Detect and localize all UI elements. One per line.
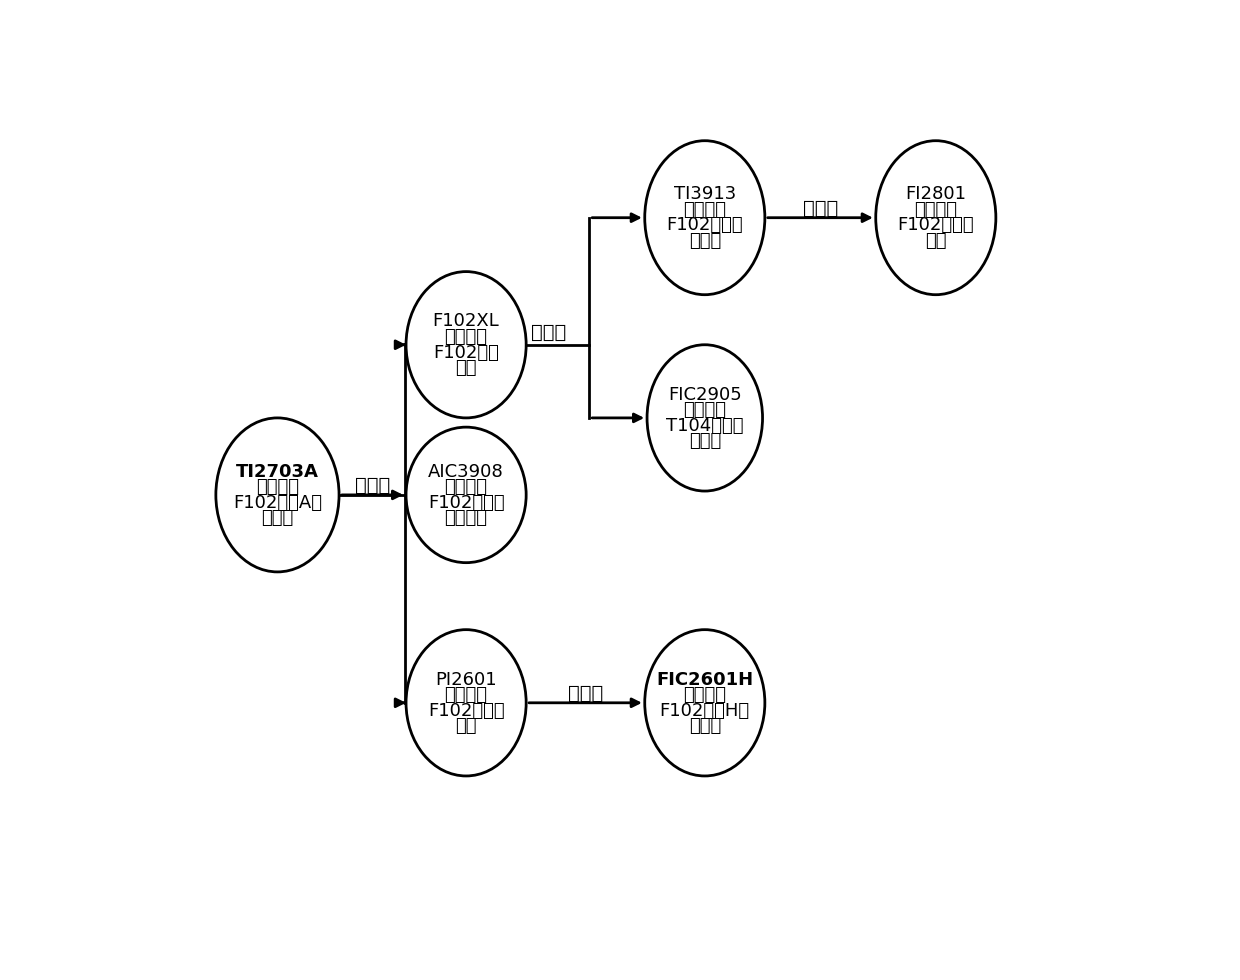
Text: 氧含量）: 氧含量）: [445, 510, 487, 527]
Text: （减压炉: （减压炉: [445, 686, 487, 704]
Text: F102出料A路: F102出料A路: [233, 494, 322, 512]
Text: F102XL: F102XL: [433, 313, 500, 330]
Text: TI3913: TI3913: [673, 185, 735, 204]
Text: F102对流室: F102对流室: [428, 494, 505, 512]
Ellipse shape: [875, 141, 996, 295]
Text: PI2601: PI2601: [435, 670, 497, 689]
Text: AIC3908: AIC3908: [428, 463, 503, 480]
Text: 温度）: 温度）: [262, 510, 294, 527]
Text: （减压炉: （减压炉: [445, 478, 487, 496]
Ellipse shape: [405, 271, 526, 417]
Text: （减压炉: （减压炉: [445, 328, 487, 346]
Text: 根原因: 根原因: [802, 199, 838, 218]
Text: F102进料H路: F102进料H路: [660, 702, 750, 719]
Text: F102辐射段: F102辐射段: [666, 217, 743, 234]
Text: FIC2905: FIC2905: [668, 385, 742, 404]
Text: 根原因: 根原因: [355, 476, 391, 495]
Text: （减压炉: （减压炉: [255, 478, 299, 496]
Text: 力）: 力）: [455, 717, 477, 735]
Ellipse shape: [405, 427, 526, 563]
Text: 率）: 率）: [455, 359, 477, 377]
Ellipse shape: [645, 630, 765, 776]
Text: F102瓦斯流: F102瓦斯流: [898, 217, 975, 234]
Ellipse shape: [405, 630, 526, 776]
Text: TI2703A: TI2703A: [236, 463, 319, 480]
Text: 流量）: 流量）: [688, 717, 720, 735]
Text: T104底吹扫: T104底吹扫: [666, 416, 744, 435]
Ellipse shape: [645, 141, 765, 295]
Text: （减压炉: （减压炉: [683, 201, 727, 219]
Text: 量）: 量）: [925, 232, 946, 250]
Text: 根原因: 根原因: [568, 684, 603, 703]
Text: F102进料压: F102进料压: [428, 702, 505, 719]
Text: F102热效: F102热效: [433, 344, 498, 362]
Text: 蒸汽）: 蒸汽）: [688, 432, 720, 450]
Text: （减压炉: （减压炉: [914, 201, 957, 219]
Ellipse shape: [647, 345, 763, 491]
Text: （减压炉: （减压炉: [683, 686, 727, 704]
Ellipse shape: [216, 417, 339, 572]
Text: 根原因: 根原因: [531, 323, 565, 342]
Text: 温度）: 温度）: [688, 232, 720, 250]
Text: FIC2601H: FIC2601H: [656, 670, 754, 689]
Text: （减压塔: （减压塔: [683, 401, 727, 419]
Text: FI2801: FI2801: [905, 185, 966, 204]
